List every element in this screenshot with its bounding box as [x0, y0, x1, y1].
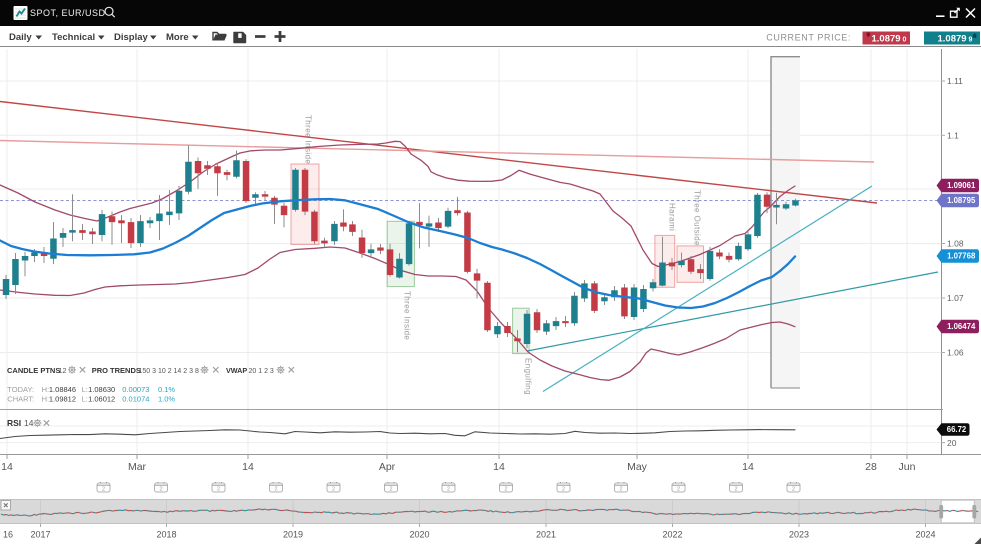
svg-text:Apr: Apr: [379, 461, 396, 473]
svg-text:14: 14: [242, 461, 254, 473]
svg-text:2: 2: [677, 487, 680, 493]
svg-text:2024: 2024: [915, 530, 935, 540]
svg-text:2: 2: [619, 487, 622, 493]
svg-text:1.09812: 1.09812: [49, 395, 76, 404]
svg-text:Three Inside: Three Inside: [403, 291, 412, 340]
svg-text:0.00073: 0.00073: [122, 385, 149, 394]
svg-text:1.08: 1.08: [947, 239, 964, 249]
svg-text:1.06474: 1.06474: [947, 322, 976, 331]
svg-text:2: 2: [447, 487, 450, 493]
svg-text:Three Inside: Three Inside: [304, 115, 313, 164]
svg-text:0.1%: 0.1%: [158, 385, 175, 394]
svg-text:RSI: RSI: [7, 418, 21, 428]
svg-text:PRO TRENDS: PRO TRENDS: [92, 366, 141, 375]
svg-text:1.0879: 1.0879: [872, 33, 901, 44]
svg-text:9: 9: [969, 36, 973, 43]
svg-text:2: 2: [159, 487, 162, 493]
svg-text:1.08795: 1.08795: [947, 196, 976, 205]
svg-text:14: 14: [24, 418, 34, 428]
svg-text:2: 2: [734, 487, 737, 493]
svg-text:2: 2: [332, 487, 335, 493]
svg-text:1.07768: 1.07768: [947, 252, 976, 261]
svg-text:1.06: 1.06: [947, 348, 964, 358]
svg-text:CHART:: CHART:: [7, 395, 34, 404]
svg-text:2021: 2021: [536, 530, 556, 540]
svg-text:2: 2: [217, 487, 220, 493]
svg-text:1.09061: 1.09061: [947, 181, 976, 190]
svg-text:Jun: Jun: [899, 461, 916, 473]
svg-text:Three Outside: Three Outside: [693, 190, 702, 246]
svg-text:Display: Display: [114, 32, 149, 43]
svg-text:Mar: Mar: [128, 461, 147, 473]
svg-text:2020: 2020: [409, 530, 429, 540]
svg-text:28: 28: [865, 461, 877, 473]
svg-text:1.08630: 1.08630: [88, 385, 115, 394]
svg-text:L:: L:: [82, 395, 88, 404]
svg-text:L:: L:: [82, 385, 88, 394]
svg-text:SPOT, EUR/USD: SPOT, EUR/USD: [30, 8, 106, 18]
svg-text:20: 20: [947, 438, 957, 448]
svg-text:Engulfing: Engulfing: [524, 358, 533, 395]
svg-text:More: More: [166, 32, 189, 43]
svg-text:Daily: Daily: [9, 32, 32, 43]
svg-text:14: 14: [742, 461, 754, 473]
svg-text:H:: H:: [42, 385, 50, 394]
svg-text:0.01074: 0.01074: [122, 395, 149, 404]
svg-text:2: 2: [102, 487, 105, 493]
svg-text:CANDLE PTNS: CANDLE PTNS: [7, 366, 60, 375]
svg-text:20 1 2 3: 20 1 2 3: [249, 368, 274, 375]
svg-text:1.1: 1.1: [947, 130, 959, 140]
svg-text:2023: 2023: [789, 530, 809, 540]
svg-text:2: 2: [274, 487, 277, 493]
svg-text:2019: 2019: [283, 530, 303, 540]
svg-text:2: 2: [562, 487, 565, 493]
svg-text:1.06012: 1.06012: [88, 395, 115, 404]
svg-text:CURRENT PRICE:: CURRENT PRICE:: [766, 33, 851, 43]
svg-text:2022: 2022: [662, 530, 682, 540]
svg-text:1.07: 1.07: [947, 293, 964, 303]
svg-text:TODAY:: TODAY:: [7, 385, 34, 394]
svg-text:1.0879: 1.0879: [938, 33, 967, 44]
svg-text:Technical: Technical: [52, 32, 95, 43]
svg-text:2: 2: [792, 487, 795, 493]
svg-text:2018: 2018: [156, 530, 176, 540]
svg-text:1.0%: 1.0%: [158, 395, 175, 404]
svg-text:Harami: Harami: [668, 203, 677, 231]
svg-text:16: 16: [3, 530, 13, 540]
svg-text:1.11: 1.11: [947, 76, 963, 86]
svg-text:May: May: [627, 461, 648, 473]
svg-text:2017: 2017: [30, 530, 50, 540]
svg-text:14: 14: [493, 461, 505, 473]
svg-text:2: 2: [389, 487, 392, 493]
svg-text:12: 12: [59, 366, 67, 375]
svg-text:VWAP: VWAP: [226, 366, 247, 375]
svg-text:0: 0: [903, 36, 907, 43]
svg-text:150 3 10 2 14 2 3 8: 150 3 10 2 14 2 3 8: [139, 368, 199, 375]
svg-text:1.08846: 1.08846: [49, 385, 76, 394]
svg-text:14: 14: [1, 461, 13, 473]
svg-text:66.72: 66.72: [947, 425, 967, 434]
svg-text:2: 2: [504, 487, 507, 493]
svg-text:H:: H:: [42, 395, 50, 404]
